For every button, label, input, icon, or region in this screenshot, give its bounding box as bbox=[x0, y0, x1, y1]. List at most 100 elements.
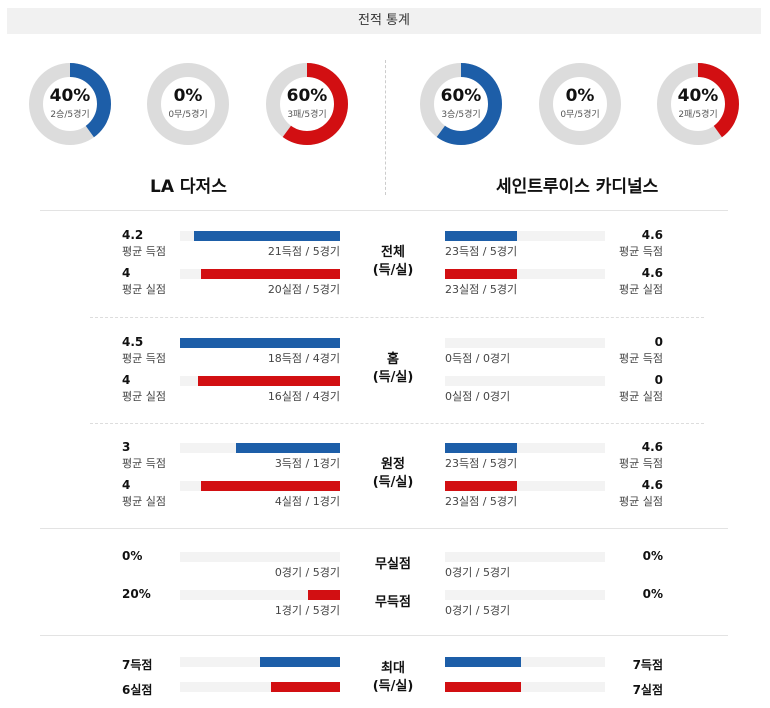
donut-pct: 40% bbox=[49, 86, 91, 106]
donut-ring bbox=[29, 63, 111, 145]
right-bar-track bbox=[445, 443, 605, 453]
left-bar bbox=[201, 269, 340, 279]
donut-sub: 3패/5경기 bbox=[287, 110, 327, 120]
section-title-main: 홈 bbox=[387, 352, 399, 367]
donut-sub: 2패/5경기 bbox=[678, 110, 718, 120]
left-value: 4 bbox=[122, 478, 131, 492]
right-bar-track bbox=[445, 657, 605, 667]
divider bbox=[90, 423, 704, 424]
donut-pct: 60% bbox=[440, 86, 482, 106]
left-bar bbox=[198, 376, 340, 386]
left-bar bbox=[180, 338, 340, 348]
left-bar-text: 18득점 / 4경기 bbox=[267, 352, 340, 365]
section-title-main: 전체 bbox=[381, 245, 405, 260]
donut-track bbox=[539, 63, 621, 145]
right-bar-text: 23득점 / 5경기 bbox=[445, 245, 518, 258]
donut-left-loss: 60% 3패/5경기 bbox=[265, 62, 349, 146]
donut-ring bbox=[266, 63, 348, 145]
right-bar-track bbox=[445, 376, 605, 386]
donut-ring bbox=[657, 63, 739, 145]
section-title: 전체 (득/실) bbox=[353, 244, 433, 280]
shutout-title: 무실점 bbox=[375, 557, 411, 572]
right-bar-track bbox=[445, 552, 605, 562]
team-right-name: 세인트루이스 카디널스 bbox=[496, 177, 659, 197]
donut-arc bbox=[420, 63, 502, 145]
left-bar-text: 21득점 / 5경기 bbox=[267, 245, 340, 258]
donut-divider bbox=[385, 60, 386, 195]
left-bar-text: 1경기 / 5경기 bbox=[274, 604, 340, 617]
divider bbox=[40, 210, 728, 211]
right-value: 4.6 bbox=[641, 478, 663, 492]
donut-arc bbox=[657, 63, 739, 145]
right-value: 0% bbox=[642, 587, 663, 601]
left-bar-track bbox=[180, 552, 340, 562]
right-value: 0 bbox=[654, 373, 663, 387]
donut-pct: 40% bbox=[677, 86, 719, 106]
right-bar-text: 0경기 / 5경기 bbox=[445, 566, 511, 579]
left-value: 3 bbox=[122, 440, 131, 454]
donut-arc bbox=[29, 63, 111, 145]
right-bar-track bbox=[445, 481, 605, 491]
left-bar bbox=[194, 231, 340, 241]
right-bar bbox=[445, 269, 517, 279]
right-label: 평균 득점 bbox=[619, 457, 663, 470]
right-value: 7득점 bbox=[632, 658, 663, 672]
left-value: 7득점 bbox=[122, 658, 153, 672]
donut-left-draw: 0% 0무/5경기 bbox=[146, 62, 230, 146]
right-bar-track bbox=[445, 682, 605, 692]
left-label: 평균 실점 bbox=[122, 390, 166, 403]
left-bar-track bbox=[180, 682, 340, 692]
left-bar bbox=[271, 682, 340, 692]
right-value: 7실점 bbox=[632, 683, 663, 697]
section-title-sub: (득/실) bbox=[372, 370, 414, 385]
right-bar bbox=[445, 682, 521, 692]
donut-left-win: 40% 2승/5경기 bbox=[28, 62, 112, 146]
left-bar-text: 20실점 / 5경기 bbox=[267, 283, 340, 296]
donut-ring bbox=[420, 63, 502, 145]
right-bar-text: 23득점 / 5경기 bbox=[445, 457, 518, 470]
right-bar-track bbox=[445, 269, 605, 279]
right-bar bbox=[445, 231, 517, 241]
donut-arc bbox=[266, 63, 348, 145]
donut-sub: 0무/5경기 bbox=[168, 110, 208, 120]
left-bar bbox=[308, 590, 340, 600]
section-title-main: 원정 bbox=[381, 457, 405, 472]
left-value: 4.2 bbox=[122, 228, 144, 242]
left-bar-text: 0경기 / 5경기 bbox=[274, 566, 340, 579]
left-bar-text: 4실점 / 1경기 bbox=[274, 495, 340, 508]
donut-right-loss: 40% 2패/5경기 bbox=[656, 62, 740, 146]
max-title-sub: (득/실) bbox=[372, 679, 414, 694]
left-value: 20% bbox=[122, 587, 151, 601]
donut-right-draw: 0% 0무/5경기 bbox=[538, 62, 622, 146]
right-label: 평균 실점 bbox=[619, 283, 663, 296]
left-bar bbox=[236, 443, 340, 453]
right-bar-text: 23실점 / 5경기 bbox=[445, 283, 518, 296]
donut-sub: 3승/5경기 bbox=[441, 110, 481, 120]
right-bar bbox=[445, 481, 517, 491]
donut-track bbox=[147, 63, 229, 145]
divider bbox=[40, 635, 728, 636]
right-value: 0 bbox=[654, 335, 663, 349]
right-bar bbox=[445, 657, 521, 667]
left-label: 평균 득점 bbox=[122, 457, 166, 470]
team-left-name: LA 다저스 bbox=[150, 177, 227, 197]
left-value: 4.5 bbox=[122, 335, 144, 349]
left-value: 4 bbox=[122, 373, 131, 387]
left-bar-text: 3득점 / 1경기 bbox=[274, 457, 340, 470]
right-label: 평균 실점 bbox=[619, 390, 663, 403]
right-bar-text: 0경기 / 5경기 bbox=[445, 604, 511, 617]
section-title: 원정 (득/실) bbox=[353, 456, 433, 492]
donut-ring bbox=[539, 63, 621, 145]
right-bar-text: 23실점 / 5경기 bbox=[445, 495, 518, 508]
divider bbox=[40, 528, 728, 529]
section-title: 홈 (득/실) bbox=[353, 351, 433, 387]
left-bar-text: 16실점 / 4경기 bbox=[267, 390, 340, 403]
left-value: 6실점 bbox=[122, 683, 153, 697]
max-title-main: 최대 bbox=[381, 661, 405, 676]
right-bar-text: 0실점 / 0경기 bbox=[445, 390, 511, 403]
donut-ring bbox=[147, 63, 229, 145]
max-title: 최대 (득/실) bbox=[353, 660, 433, 696]
right-label: 평균 득점 bbox=[619, 245, 663, 258]
right-value: 4.6 bbox=[641, 266, 663, 280]
left-label: 평균 실점 bbox=[122, 495, 166, 508]
